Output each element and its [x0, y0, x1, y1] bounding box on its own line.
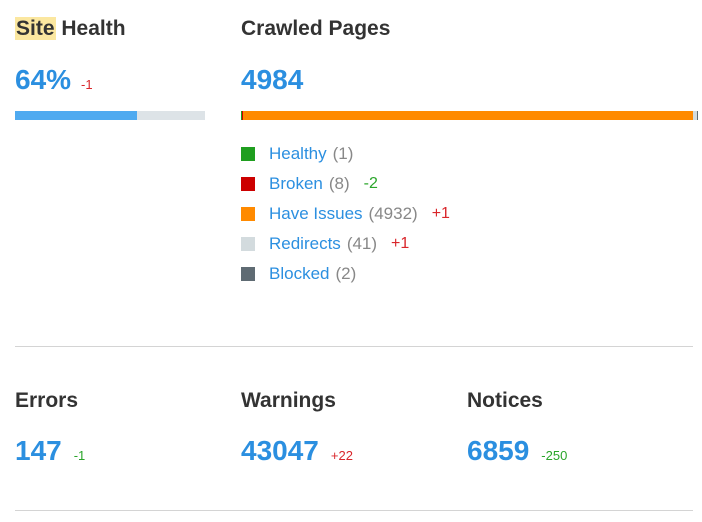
- legend-label-link[interactable]: Have Issues: [269, 204, 363, 223]
- crawled-pages-legend: Healthy (1) Broken (8) -2 Have Issues (4932) +1…: [241, 139, 450, 289]
- notices-title: Notices: [467, 389, 543, 412]
- crawled-pages-value: 4984: [241, 64, 304, 95]
- legend-change: +1: [431, 205, 450, 222]
- site-health-progress-fill: [15, 111, 137, 120]
- site-health-title-highlight: Site: [15, 17, 56, 40]
- crawled-pages-stacked-bar: [241, 111, 698, 120]
- notices-row: 6859 -250: [467, 435, 567, 467]
- legend-item: Blocked (2): [241, 259, 450, 289]
- crawled-bar-segment: [241, 111, 243, 120]
- errors-value[interactable]: 147: [15, 435, 62, 466]
- site-health-delta: -1: [81, 77, 93, 92]
- legend-label-link[interactable]: Redirects: [269, 234, 341, 253]
- legend-item: Redirects (41) +1: [241, 229, 450, 259]
- legend-count: (2): [335, 264, 357, 283]
- legend-item: Healthy (1): [241, 139, 450, 169]
- legend-change: +1: [391, 235, 410, 252]
- notices-delta: -250: [541, 448, 568, 463]
- legend-label-link[interactable]: Healthy: [269, 144, 327, 163]
- errors-delta: -1: [73, 448, 86, 463]
- legend-swatch: [241, 177, 255, 191]
- legend-count: (8): [328, 174, 350, 193]
- site-health-title: Site Health: [15, 17, 126, 41]
- site-health-value: 64%: [15, 64, 72, 95]
- crawled-bar-segment: [696, 111, 698, 120]
- crawled-bar-segment: [242, 111, 694, 120]
- site-health-title-rest: Health: [55, 17, 126, 40]
- legend-swatch: [241, 237, 255, 251]
- crawled-bar-segment: [693, 111, 697, 120]
- legend-change: -2: [363, 175, 378, 192]
- legend-label-link[interactable]: Blocked: [269, 264, 330, 283]
- legend-item: Have Issues (4932) +1: [241, 199, 450, 229]
- legend-count: (1): [332, 144, 354, 163]
- site-health-score-row: 64% -1: [15, 64, 93, 96]
- legend-swatch: [241, 267, 255, 281]
- warnings-delta: +22: [330, 448, 353, 463]
- crawled-pages-title: Crawled Pages: [241, 17, 391, 40]
- legend-item: Broken (8) -2: [241, 169, 450, 199]
- legend-count: (41): [346, 234, 378, 253]
- legend-count: (4932): [368, 204, 418, 223]
- errors-row: 147 -1: [15, 435, 85, 467]
- section-divider-top: [15, 346, 693, 347]
- warnings-row: 43047 +22: [241, 435, 353, 467]
- legend-swatch: [241, 147, 255, 161]
- crawled-bar-segment: [241, 111, 242, 120]
- warnings-value[interactable]: 43047: [241, 435, 319, 466]
- warnings-title: Warnings: [241, 389, 336, 412]
- section-divider-bottom: [15, 510, 693, 511]
- errors-title: Errors: [15, 389, 79, 412]
- site-health-progress-bar: [15, 111, 205, 120]
- legend-swatch: [241, 207, 255, 221]
- legend-label-link[interactable]: Broken: [269, 174, 323, 193]
- notices-value[interactable]: 6859: [467, 435, 530, 466]
